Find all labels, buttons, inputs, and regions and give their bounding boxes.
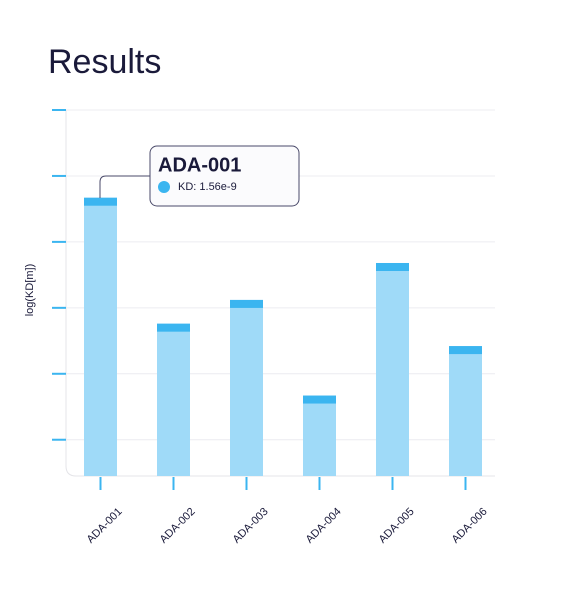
tooltip-connector	[99, 175, 150, 198]
x-tick-label: ADA-001	[85, 506, 125, 546]
x-tick-label: ADA-004	[304, 506, 344, 546]
chart-title: Results	[48, 43, 161, 81]
bar-cap	[449, 346, 482, 355]
bar-cap	[157, 323, 190, 332]
bar	[157, 323, 190, 476]
x-tick-label: ADA-006	[450, 506, 490, 546]
bar-cap	[376, 262, 409, 271]
tooltip-swatch	[158, 181, 170, 193]
bar	[84, 197, 117, 476]
tooltip: ADA-001 KD: 1.56e-9	[99, 145, 300, 207]
tooltip-text: KD: 1.56e-9	[178, 181, 237, 193]
bar	[449, 346, 482, 476]
bar	[303, 395, 336, 476]
plot: ADA-001 ADA-002 ADA-003 ADA-004 ADA-005 ADA-0…	[52, 109, 495, 546]
bar	[230, 299, 263, 476]
tooltip-title: ADA-001	[158, 154, 241, 176]
bar-cap	[84, 197, 117, 206]
x-tick-label: ADA-005	[377, 506, 417, 546]
x-tick-label: ADA-003	[231, 506, 271, 546]
y-axis-label: log(KD[m])	[24, 264, 36, 317]
bar-cap	[303, 395, 336, 404]
bar	[376, 262, 409, 476]
tooltip-box	[149, 145, 300, 207]
x-tick-label: ADA-002	[158, 506, 198, 546]
x-axis	[65, 465, 495, 477]
bar-cap	[230, 299, 263, 308]
